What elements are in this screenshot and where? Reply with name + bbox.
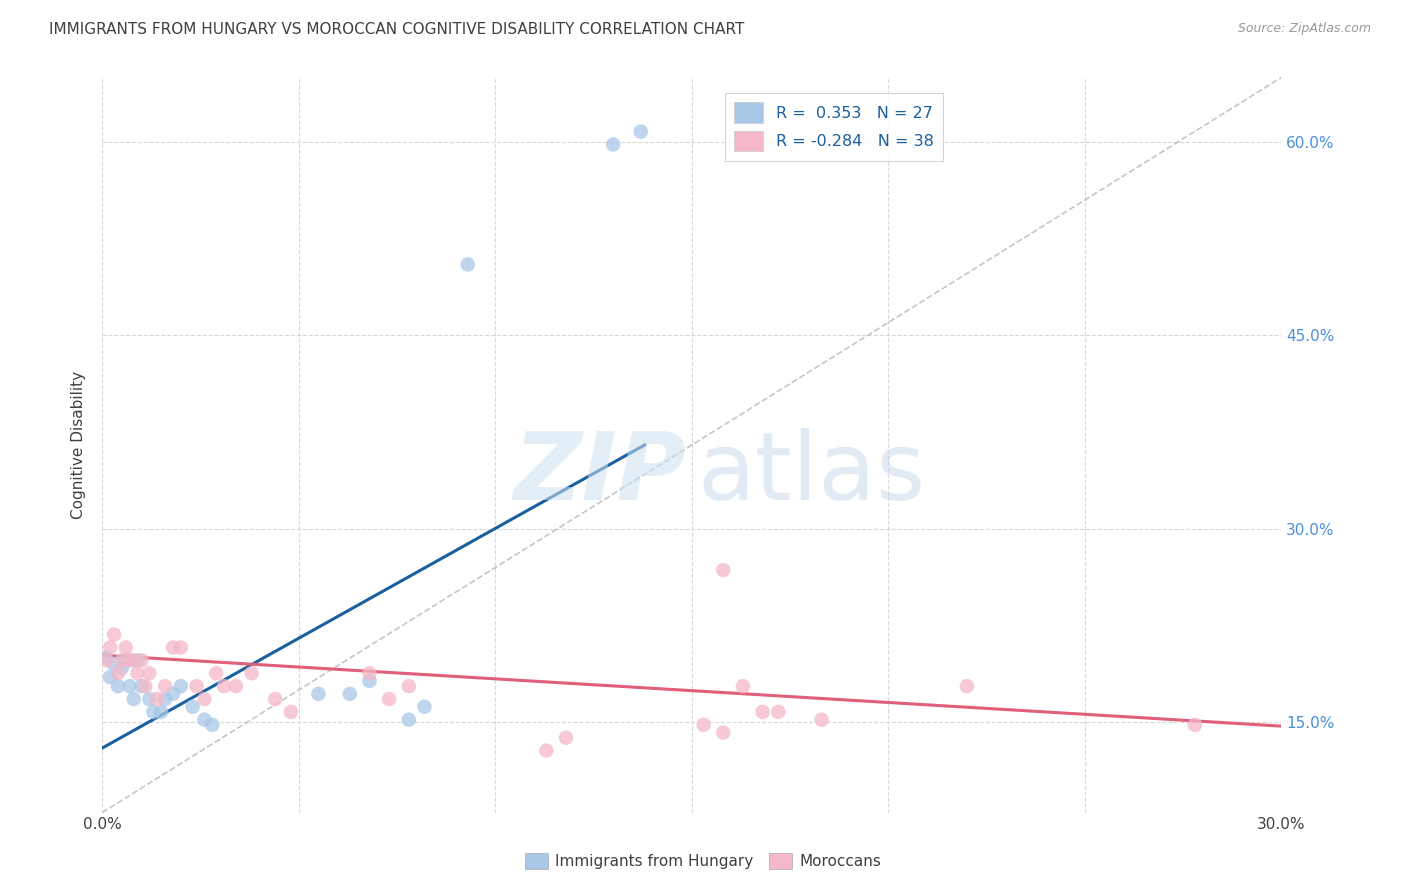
Point xyxy=(131,653,153,667)
Point xyxy=(768,705,790,719)
Point xyxy=(162,687,184,701)
Point xyxy=(711,725,734,739)
Point xyxy=(111,661,134,675)
Point xyxy=(280,705,302,719)
Point xyxy=(193,692,215,706)
Point xyxy=(398,713,420,727)
Point xyxy=(212,679,235,693)
Point xyxy=(111,653,134,667)
Point xyxy=(225,679,247,693)
Point xyxy=(240,666,263,681)
Point xyxy=(307,687,329,701)
Point xyxy=(118,679,141,693)
Legend: Immigrants from Hungary, Moroccans: Immigrants from Hungary, Moroccans xyxy=(519,847,887,875)
Point xyxy=(153,679,176,693)
Point xyxy=(122,653,145,667)
Point xyxy=(378,692,401,706)
Point xyxy=(630,125,652,139)
Point xyxy=(731,679,754,693)
Point xyxy=(186,679,208,693)
Point xyxy=(359,673,381,688)
Y-axis label: Cognitive Disability: Cognitive Disability xyxy=(72,371,86,519)
Point xyxy=(114,653,136,667)
Point xyxy=(193,713,215,727)
Point xyxy=(107,666,129,681)
Text: ZIP: ZIP xyxy=(513,428,686,520)
Point xyxy=(205,666,228,681)
Point xyxy=(122,692,145,706)
Point xyxy=(810,713,832,727)
Point xyxy=(127,653,149,667)
Point xyxy=(138,692,160,706)
Point xyxy=(138,666,160,681)
Point xyxy=(98,640,121,655)
Text: atlas: atlas xyxy=(697,428,927,520)
Point xyxy=(555,731,578,745)
Point xyxy=(134,679,156,693)
Point xyxy=(264,692,287,706)
Point xyxy=(1184,718,1206,732)
Point xyxy=(956,679,979,693)
Point xyxy=(413,699,436,714)
Point xyxy=(146,692,169,706)
Point xyxy=(170,640,193,655)
Point xyxy=(114,640,136,655)
Point xyxy=(602,137,624,152)
Point xyxy=(118,653,141,667)
Point xyxy=(162,640,184,655)
Point xyxy=(536,744,558,758)
Point xyxy=(751,705,773,719)
Point xyxy=(131,679,153,693)
Point xyxy=(94,653,117,667)
Point xyxy=(457,257,479,271)
Point xyxy=(181,699,204,714)
Text: IMMIGRANTS FROM HUNGARY VS MOROCCAN COGNITIVE DISABILITY CORRELATION CHART: IMMIGRANTS FROM HUNGARY VS MOROCCAN COGN… xyxy=(49,22,745,37)
Point xyxy=(170,679,193,693)
Point xyxy=(201,718,224,732)
Point xyxy=(711,563,734,577)
Point xyxy=(339,687,361,701)
Point xyxy=(107,679,129,693)
Point xyxy=(127,666,149,681)
Point xyxy=(692,718,714,732)
Point xyxy=(153,692,176,706)
Point xyxy=(98,670,121,684)
Point xyxy=(398,679,420,693)
Point xyxy=(142,705,165,719)
Legend: R =  0.353   N = 27, R = -0.284   N = 38: R = 0.353 N = 27, R = -0.284 N = 38 xyxy=(724,93,943,161)
Text: Source: ZipAtlas.com: Source: ZipAtlas.com xyxy=(1237,22,1371,36)
Point xyxy=(103,627,125,641)
Point xyxy=(359,666,381,681)
Point xyxy=(150,705,173,719)
Point xyxy=(94,650,117,665)
Point xyxy=(103,657,125,672)
